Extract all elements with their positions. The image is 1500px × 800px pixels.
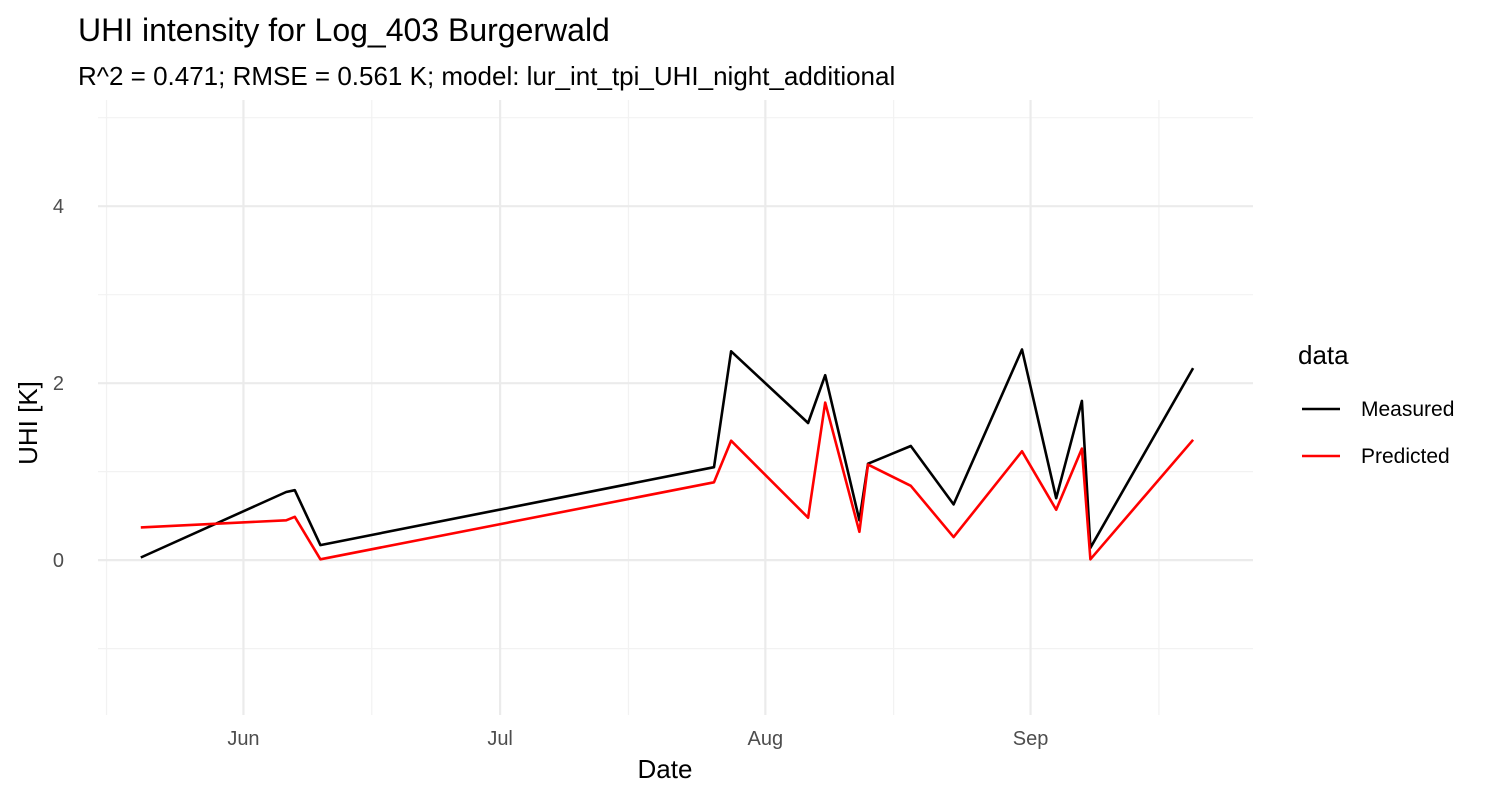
- y-axis-ticks: 0 2 4: [53, 196, 64, 572]
- x-axis-title: Date: [638, 754, 693, 784]
- y-tick-label: 0: [53, 550, 64, 572]
- series-line-predicted: [140, 401, 1195, 561]
- series-lines: [140, 348, 1195, 561]
- y-tick-label: 4: [53, 196, 64, 218]
- x-tick-label: Jun: [227, 728, 259, 750]
- legend-label-measured: Measured: [1361, 398, 1454, 421]
- chart-title: UHI intensity for Log_403 Burgerwald: [78, 12, 610, 48]
- legend-label-predicted: Predicted: [1361, 445, 1450, 468]
- legend: data Measured Predicted: [1298, 340, 1454, 468]
- y-tick-label: 2: [53, 373, 64, 395]
- x-tick-label: Sep: [1013, 728, 1049, 750]
- x-axis-ticks: Jun Jul Aug Sep: [227, 728, 1048, 750]
- series-line-measured: [140, 348, 1195, 559]
- legend-title: data: [1298, 340, 1349, 370]
- chart-subtitle: R^2 = 0.471; RMSE = 0.561 K; model: lur_…: [78, 61, 895, 91]
- grid-minor: [98, 100, 1253, 715]
- y-axis-title: UHI [K]: [13, 381, 43, 465]
- x-tick-label: Aug: [748, 728, 784, 750]
- x-tick-label: Jul: [487, 728, 513, 750]
- legend-items: Measured Predicted: [1302, 398, 1454, 468]
- grid-major: [98, 100, 1253, 715]
